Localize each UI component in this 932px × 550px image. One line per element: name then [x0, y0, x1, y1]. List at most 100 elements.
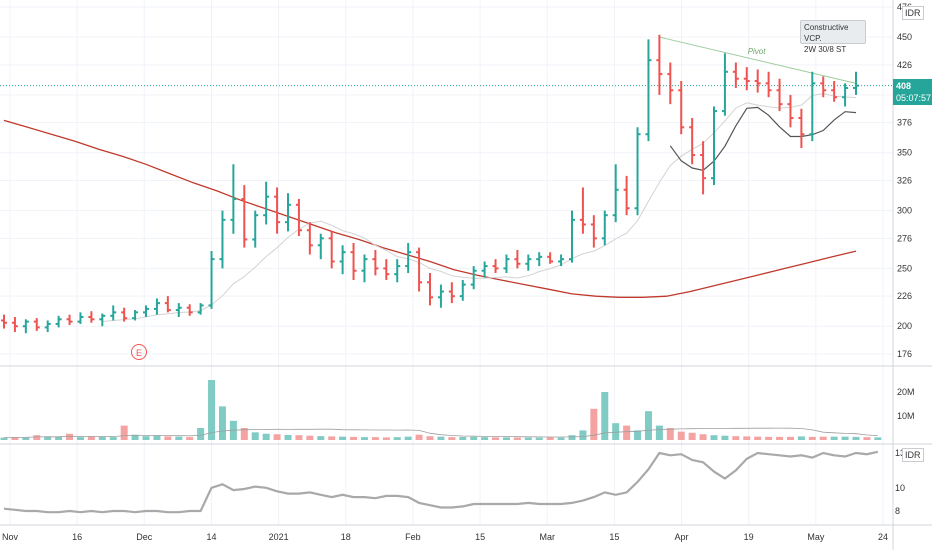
earnings-event-marker[interactable]: E	[131, 344, 147, 360]
ohlc-bar	[579, 187, 586, 234]
volume-bar	[808, 436, 816, 440]
ohlc-bar	[547, 252, 554, 264]
volume-bar	[339, 436, 347, 440]
rs-unit-label: IDR	[902, 448, 924, 462]
volume-bar	[240, 428, 248, 440]
volume-bar	[568, 435, 576, 440]
price-tick-label: 176	[897, 349, 912, 359]
volume-bar	[557, 437, 565, 440]
ohlc-bar	[230, 164, 237, 234]
pivot-trendline: Pivot	[0, 36, 893, 87]
ohlc-bar	[481, 261, 488, 278]
ma-long-line	[3, 119, 857, 298]
ohlc-bar	[416, 247, 423, 292]
ohlc-bar	[536, 252, 543, 267]
ohlc-bar	[831, 81, 838, 102]
relative-strength-line: 8 10 13	[3, 448, 905, 516]
vcp-base-curve	[669, 106, 857, 171]
ohlc-bar	[317, 233, 324, 260]
volume-bar	[22, 437, 30, 440]
time-tick-label: 15	[475, 532, 485, 542]
price-tick-label: 226	[897, 291, 912, 301]
price-unit-label: IDR	[902, 6, 924, 20]
volume-bar	[415, 434, 423, 440]
ohlc-bar	[754, 69, 761, 93]
ohlc-bar	[99, 313, 106, 327]
ohlc-bar	[66, 314, 73, 326]
rs-line	[3, 450, 879, 514]
volume-bar	[699, 434, 707, 440]
time-axis: Nov 16 Dec 14 2021 18 Feb 15 Mar 15 Apr 19 May 24	[2, 532, 888, 542]
volume-bar	[535, 437, 543, 440]
ohlc-bar	[656, 34, 663, 95]
ohlc-bar	[153, 298, 160, 315]
volume-bar	[197, 428, 205, 440]
ohlc-bar	[842, 83, 849, 107]
volume-bar	[437, 436, 445, 440]
time-tick-label: Dec	[136, 532, 153, 542]
price-tick-label: 200	[897, 321, 912, 331]
ohlc-bar	[55, 315, 62, 328]
volume-bar	[360, 437, 368, 440]
ohlc-bar	[405, 242, 412, 274]
volume-bar	[524, 437, 532, 440]
ohlc-bar	[470, 266, 477, 290]
rs-tick-label: 13	[895, 448, 905, 458]
time-tick-label: Apr	[675, 532, 689, 542]
ohlc-bar	[219, 210, 226, 269]
ohlc-bar	[743, 67, 750, 91]
ohlc-bar	[645, 39, 652, 142]
ohlc-bar	[394, 259, 401, 283]
moving-average-short	[102, 92, 857, 322]
ohlc-bar	[503, 254, 510, 274]
ohlc-bar	[612, 164, 619, 223]
volume-bar	[371, 437, 379, 440]
ohlc-bar	[765, 71, 772, 98]
ohlc-bar	[492, 259, 499, 274]
time-tick-label: 19	[744, 532, 754, 542]
volume-bar	[513, 437, 521, 440]
base-curve-line	[669, 106, 857, 171]
volume-bar	[350, 436, 358, 440]
volume-bar	[0, 437, 8, 440]
volume-bar	[76, 437, 84, 440]
ohlc-bar	[306, 222, 313, 255]
volume-bar	[754, 436, 762, 440]
ohlc-bar	[197, 303, 204, 315]
pivot-label: Pivot	[748, 47, 767, 56]
volume-bar	[404, 436, 412, 440]
ohlc-bar	[164, 296, 171, 313]
volume-bar	[677, 431, 685, 440]
volume-bar	[601, 392, 609, 440]
ohlc-bar	[623, 175, 630, 216]
price-tick-label: 250	[897, 263, 912, 273]
ohlc-bar	[143, 305, 149, 317]
volume-bar	[623, 425, 631, 440]
price-tick-label: 450	[897, 32, 912, 42]
volume-bar	[666, 428, 674, 440]
ohlc-bar	[798, 108, 805, 149]
annotation-line-1: Constructive VCP.	[804, 23, 849, 43]
volume-bar	[55, 436, 63, 440]
time-tick-label: 16	[72, 532, 82, 542]
volume-bar	[11, 437, 19, 440]
ohlc-bar	[383, 259, 390, 280]
time-tick-label: 14	[206, 532, 216, 542]
ohlc-bar	[110, 305, 117, 321]
ohlc-bar	[339, 245, 346, 275]
volume-bar	[644, 411, 652, 440]
rs-tick-label: 8	[895, 506, 900, 516]
rs-tick-label: 10	[895, 483, 905, 493]
volume-bar	[208, 380, 216, 440]
volume-bar	[328, 436, 336, 440]
ohlc-bar	[459, 279, 466, 301]
volume-bar	[721, 435, 729, 440]
volume-bar	[262, 433, 270, 440]
ohlc-bar	[295, 199, 302, 237]
ohlc-bar	[689, 118, 696, 165]
annotation-note[interactable]: Constructive VCP. 2W 30/8 ST	[800, 20, 866, 54]
ohlc-bar	[590, 215, 597, 248]
ohlc-bar	[514, 249, 521, 269]
volume-bar	[164, 436, 172, 440]
